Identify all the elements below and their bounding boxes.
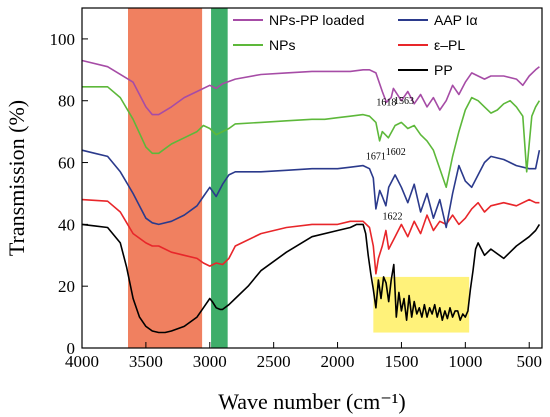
plot-frame [81, 7, 543, 349]
y-tick-label: 100 [50, 30, 76, 49]
series-lines [81, 59, 541, 334]
y-tick-label: 60 [58, 154, 75, 173]
y-tick-label: 20 [58, 277, 75, 296]
y-tick-label: 40 [58, 215, 75, 234]
series-line-pp [81, 223, 541, 334]
series-line-aap-i- [81, 149, 541, 229]
x-tick-label: 1500 [384, 352, 418, 371]
peak-label: 1618 [376, 97, 396, 108]
axis-ticks: 4000 3500 3000 2500 2000 1500 1000 500 0 20 40 60 80… [50, 30, 542, 371]
legend-label: NPs-PP loaded [269, 12, 364, 28]
legend-label: ε–PL [434, 37, 465, 53]
peak-label: 1563 [394, 96, 414, 107]
highlight-band-0 [128, 8, 203, 348]
series-line-nps-pp-loaded [81, 59, 540, 116]
y-tick-label: 0 [67, 339, 76, 358]
series-line-nps [82, 86, 541, 189]
x-tick-label: 500 [516, 352, 542, 371]
y-tick-label: 80 [58, 92, 75, 111]
x-tick-label: 2500 [257, 352, 291, 371]
peak-label: 1671 [366, 151, 386, 162]
highlight-band-1 [211, 8, 228, 348]
x-tick-label: 1000 [448, 352, 482, 371]
highlight-bands [128, 8, 470, 348]
x-tick-label: 3500 [129, 352, 163, 371]
series-line--pl [81, 198, 540, 275]
legend-label: PP [434, 62, 453, 78]
y-axis-title: Transmission (%) [4, 100, 29, 256]
peak-label: 1602 [386, 147, 406, 158]
x-axis-title: Wave number (cm⁻¹) [218, 389, 405, 414]
legend: NPs-PP loaded NPs AAP Iα ε–PL PP [233, 12, 478, 78]
x-tick-label: 4000 [65, 352, 99, 371]
peak-label: 1622 [383, 212, 403, 223]
x-tick-label: 3000 [193, 352, 227, 371]
legend-label: NPs [269, 37, 295, 53]
highlight-band-2 [373, 276, 470, 333]
legend-label: AAP Iα [434, 12, 478, 28]
x-tick-label: 2000 [321, 352, 355, 371]
